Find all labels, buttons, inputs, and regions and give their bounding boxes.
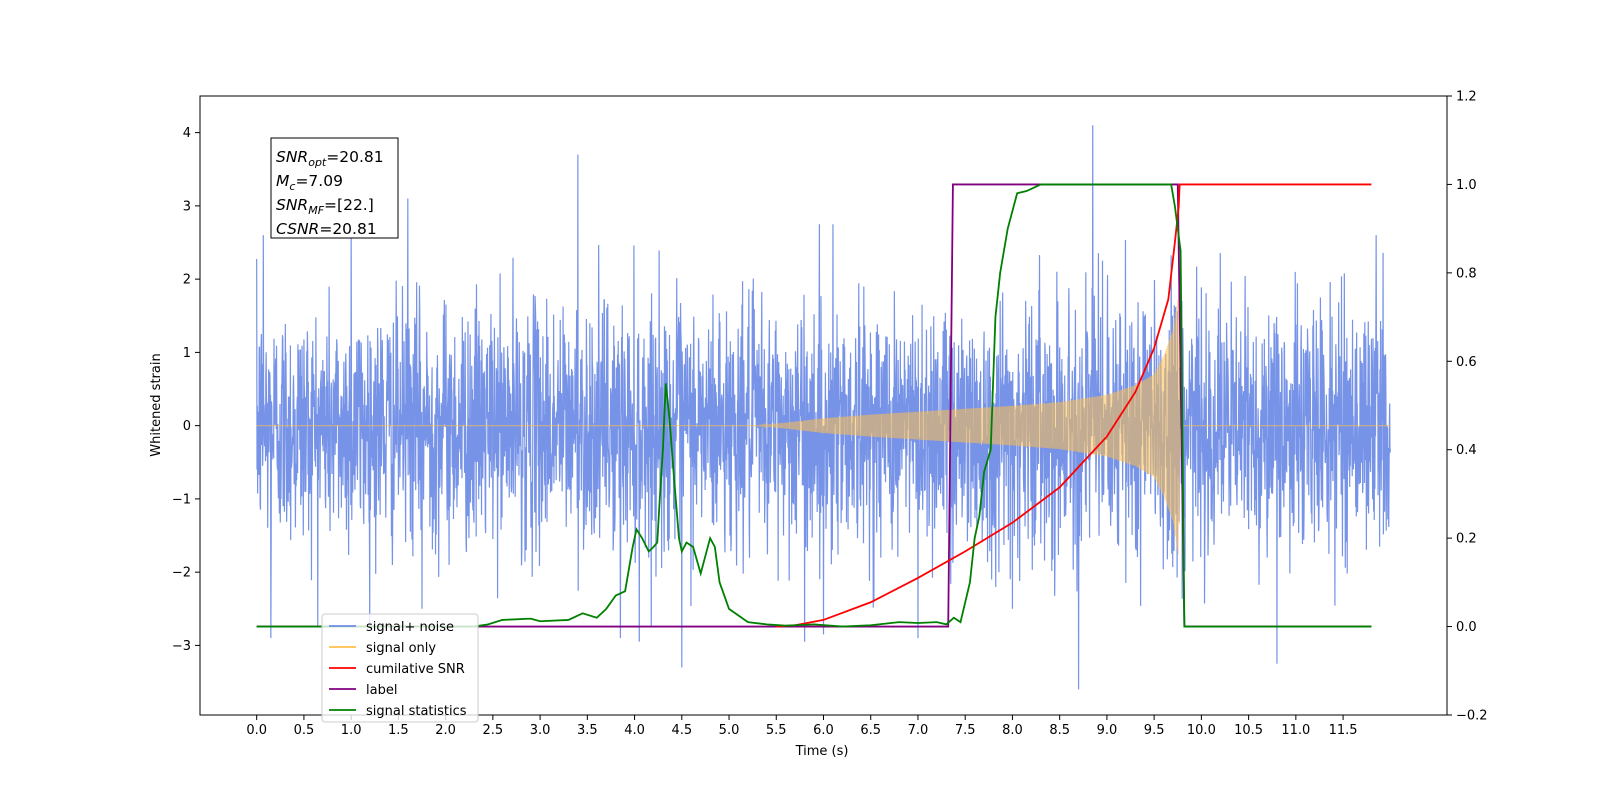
info-box-frame	[270, 137, 399, 239]
series-signal-noise	[256, 125, 1391, 690]
x-tick-label: 9.5	[1144, 723, 1165, 738]
x-tick-label: 8.5	[1049, 723, 1070, 738]
x-tick-label: 5.5	[766, 723, 787, 738]
y2-tick-label: 0.0	[1456, 620, 1477, 635]
legend-entry: signal only	[366, 641, 436, 656]
info-symbol: M	[276, 172, 289, 190]
info-value: =20.81	[326, 148, 383, 166]
info-box-line: SNRMF=[22.]	[276, 196, 374, 217]
series-signal-only	[256, 293, 1391, 555]
info-subscript: c	[289, 180, 295, 193]
x-tick-label: 10.5	[1234, 723, 1263, 738]
legend-entry: cumilative SNR	[366, 662, 465, 677]
y-tick-label: 1	[183, 346, 191, 361]
info-box-line: Mc=7.09	[276, 172, 343, 193]
legend-frame	[321, 613, 479, 723]
x-tick-label: 2.0	[435, 723, 456, 738]
x-tick-label: 1.0	[341, 723, 362, 738]
x-tick-label: 10.0	[1187, 723, 1216, 738]
legend: signal+ noise signal only cumilative SNR la…	[321, 613, 479, 723]
y2-tick-label: 1.2	[1456, 90, 1477, 105]
y-tick-label: −2	[172, 566, 191, 581]
info-value: =7.09	[295, 172, 343, 190]
info-symbol: SNR	[276, 196, 308, 214]
y-axis-label: Whitened strain	[149, 353, 164, 456]
x-axis-label: Time (s)	[795, 744, 849, 759]
info-value: =[22.]	[324, 196, 374, 214]
y2-tick-label: 0.2	[1456, 532, 1477, 547]
y-tick-label: 2	[183, 273, 191, 288]
x-tick-label: 2.5	[483, 723, 504, 738]
y2-tick-label: 1.0	[1456, 178, 1477, 193]
x-tick-label: 0.5	[294, 723, 315, 738]
x-tick-label: 8.0	[1002, 723, 1023, 738]
y-tick-label: −3	[172, 639, 191, 654]
info-subscript: opt	[308, 156, 327, 169]
x-tick-label: 4.5	[671, 723, 692, 738]
x-tick-label: 11.5	[1329, 723, 1358, 738]
x-tick-label: 6.5	[860, 723, 881, 738]
x-tick-label: 7.0	[908, 723, 929, 738]
x-tick-label: 11.0	[1281, 723, 1310, 738]
x-tick-label: 3.5	[577, 723, 598, 738]
y2-tick-label: −0.2	[1456, 709, 1488, 724]
series-signal-statistics	[256, 183, 1372, 628]
x-tick-label: 3.0	[530, 723, 551, 738]
x-tick-label: 1.5	[388, 723, 409, 738]
legend-entry: signal+ noise	[366, 620, 454, 635]
legend-entry: label	[366, 683, 397, 698]
info-symbol: CSNR	[276, 220, 319, 238]
info-box-line: CSNR=20.81	[276, 220, 377, 238]
x-tick-label: 5.0	[719, 723, 740, 738]
y-tick-label: 0	[183, 419, 191, 434]
info-box-line: SNRopt=20.81	[276, 148, 384, 169]
info-subscript: MF	[308, 204, 324, 217]
y-tick-label: −1	[172, 492, 191, 507]
x-tick-label: 0.0	[246, 723, 267, 738]
y-tick-label: 3	[183, 199, 191, 214]
y2-tick-label: 0.6	[1456, 355, 1477, 370]
legend-entry: signal statistics	[366, 704, 467, 719]
y2-tick-label: 0.4	[1456, 443, 1477, 458]
x-tick-label: 7.5	[955, 723, 976, 738]
y2-tick-label: 0.8	[1456, 266, 1477, 281]
x-tick-label: 6.0	[813, 723, 834, 738]
y-tick-label: 4	[183, 126, 191, 141]
info-symbol: SNR	[276, 148, 308, 166]
info-value: =20.81	[319, 220, 376, 238]
x-tick-label: 9.0	[1097, 723, 1118, 738]
x-tick-label: 4.0	[624, 723, 645, 738]
